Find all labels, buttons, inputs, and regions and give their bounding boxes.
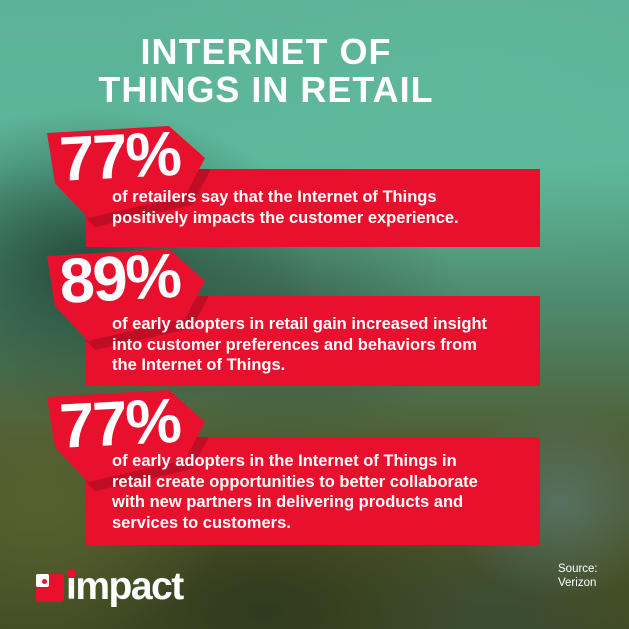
stat-banner-3 (47, 390, 540, 545)
impact-logo: impact (36, 567, 276, 614)
page-title-line-1: INTERNET OF (140, 31, 392, 72)
stat-1-text: of retailers say that the Internet of Th… (112, 187, 459, 228)
stat-banner-2-ribbon (47, 249, 205, 341)
stat-3-text-line-3: with new partners in delivering products… (112, 493, 464, 511)
stat-2-text-line-3: the Internet of Things. (112, 356, 286, 374)
stat-2-text-line-1: of early adopters in retail gain increas… (112, 315, 488, 333)
stat-3-text-line-1: of early adopters in the Internet of Thi… (112, 452, 457, 470)
source-label: Source: (558, 563, 598, 575)
impact-logo-mark-icon (36, 574, 64, 602)
stat-1-text-line-2: positively impacts the customer experien… (112, 208, 459, 227)
stat-banner-1-body (86, 169, 540, 247)
stat-banner-3-ribbon (47, 390, 205, 482)
stat-1-text-line-1: of retailers say that the Internet of Th… (112, 188, 437, 206)
source-value: Verizon (558, 576, 597, 589)
impact-logo-notch-dot-icon (42, 579, 47, 584)
stat-banner-3-body (86, 437, 540, 545)
stat-2-text-line-2: into customer preferences and behaviors … (112, 335, 477, 354)
stat-banner-2 (47, 249, 540, 386)
stat-3-text-line-4: services to customers. (112, 513, 291, 532)
stat-2-value: 89% (57, 240, 182, 317)
impact-logo-text: impact (66, 565, 184, 608)
stat-3-text: of early adopters in the Internet of Thi… (112, 451, 478, 533)
impact-logo-notch-icon (36, 574, 49, 587)
stat-banner-1 (47, 126, 540, 247)
page-title-line-2: THINGS IN RETAIL (98, 69, 434, 110)
stat-3-text-line-2: retail create opportunities to better co… (112, 472, 478, 491)
page-title: INTERNET OF THINGS IN RETAIL (0, 33, 532, 109)
stat-3-value: 77% (57, 385, 182, 462)
stat-1-value: 77% (57, 118, 182, 195)
stat-2-text: of early adopters in retail gain increas… (112, 314, 487, 376)
stat-banner-1-ribbon (47, 126, 205, 218)
source-attribution: Source: Verizon (558, 563, 598, 590)
impact-logo-i-dot-icon (67, 569, 76, 578)
stat-banner-2-body (86, 296, 540, 386)
